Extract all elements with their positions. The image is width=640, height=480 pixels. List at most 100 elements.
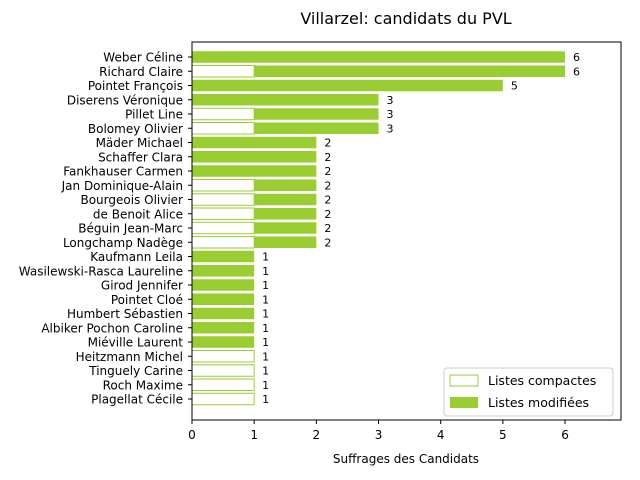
y-tick-label: Mäder Michael	[96, 136, 183, 150]
data-label: 5	[511, 80, 518, 93]
data-label: 6	[573, 51, 580, 64]
bar-modifiees	[192, 151, 317, 163]
x-axis-label: Suffrages des Candidats	[333, 452, 479, 466]
bar-modifiees	[192, 79, 503, 92]
y-tick-label: Heitzmann Michel	[76, 350, 183, 364]
data-label: 6	[573, 65, 580, 78]
plot-frame	[191, 41, 622, 421]
chart-title: Villarzel: candidats du PVL	[300, 9, 511, 28]
bar-modifiees	[192, 136, 317, 149]
legend-label-compactes: Listes compactes	[488, 373, 596, 388]
x-tick-label: 6	[561, 428, 569, 442]
bar-modifiees	[254, 222, 317, 234]
data-label: 2	[324, 137, 331, 150]
data-label: 1	[262, 379, 269, 392]
x-axis: 0 1 2 3 4 5 6	[188, 420, 569, 442]
y-tick-label: Wasilewski-Rasca Laureline	[19, 264, 183, 278]
legend: Listes compactes Listes modifiées	[443, 367, 614, 417]
data-label: 1	[262, 393, 269, 406]
data-label: 1	[262, 336, 269, 349]
legend-swatch-modifiees	[450, 397, 478, 408]
x-tick-label: 5	[499, 428, 507, 442]
bar-modifiees	[192, 279, 255, 291]
bar-modifiees	[254, 208, 317, 220]
data-label: 2	[324, 236, 331, 249]
bar-compactes	[191, 236, 255, 249]
bar-compactes	[191, 392, 255, 406]
y-tick-label: de Benoit Alice	[93, 207, 183, 221]
bar-modifiees	[192, 94, 379, 106]
y-tick-label: Girod Jennifer	[101, 279, 183, 293]
y-tick-label: Pointet François	[88, 79, 183, 93]
y-tick-label: Bolomey Olivier	[88, 122, 183, 136]
data-label: 1	[262, 308, 269, 321]
data-label: 1	[262, 279, 269, 292]
data-label: 1	[262, 365, 269, 378]
bar-modifiees	[254, 65, 566, 77]
y-tick-label: Albiker Pochon Caroline	[41, 321, 183, 335]
x-tick-label: 4	[437, 428, 445, 442]
bar-modifiees	[192, 250, 255, 263]
y-tick-label: Richard Claire	[99, 65, 183, 79]
data-label: 3	[387, 108, 394, 121]
y-tick-label: Jan Dominique-Alain	[61, 179, 183, 193]
data-label: 3	[387, 122, 394, 135]
bar-modifiees	[254, 179, 317, 191]
data-label: 1	[262, 322, 269, 335]
bar-modifiees	[254, 108, 379, 120]
y-tick-label: Diserens Véronique	[67, 93, 183, 107]
data-label: 2	[324, 222, 331, 235]
bar-modifiees	[192, 307, 255, 320]
bar-compactes	[191, 207, 255, 220]
data-label: 2	[324, 179, 331, 192]
y-tick-label: Bourgeois Olivier	[80, 193, 183, 207]
y-tick-label: Humbert Sébastien	[67, 307, 183, 321]
bar-modifiees	[192, 165, 317, 177]
x-tick-label: 2	[313, 428, 321, 442]
data-label: 1	[262, 293, 269, 306]
legend-frame	[443, 367, 614, 417]
bar-modifiees	[192, 293, 255, 305]
bar-modifiees	[254, 236, 317, 248]
data-label: 2	[324, 165, 331, 178]
bar-compactes	[191, 378, 255, 391]
y-tick-label: Roch Maxime	[103, 378, 183, 392]
y-tick-label: Tinguely Carine	[88, 364, 183, 378]
bar-modifiees	[192, 322, 255, 334]
bar-compactes	[191, 364, 255, 377]
bar-modifiees	[192, 51, 566, 63]
y-tick-label: Kaufmann Leila	[90, 250, 183, 264]
y-tick-label: Fankhauser Carmen	[63, 165, 183, 179]
bar-compactes	[191, 350, 255, 363]
data-label: 1	[262, 251, 269, 264]
x-tick-label: 0	[188, 428, 196, 442]
y-tick-label: Miéville Laurent	[88, 336, 184, 350]
data-label: 3	[387, 94, 394, 107]
data-label: 2	[324, 194, 331, 207]
bar-modifiees	[192, 265, 255, 277]
y-tick-label: Longchamp Nadège	[63, 236, 183, 250]
legend-label-modifiees: Listes modifiées	[488, 395, 589, 410]
data-label: 2	[324, 208, 331, 221]
x-tick-label: 3	[375, 428, 383, 442]
y-tick-label: Plagellat Cécile	[91, 393, 183, 407]
y-tick-label: Weber Céline	[103, 51, 183, 65]
data-label: 1	[262, 265, 269, 278]
bar-compactes	[191, 65, 255, 78]
y-tick-label: Pointet Cloé	[111, 293, 183, 307]
y-tick-label: Pillet Line	[125, 108, 183, 122]
legend-swatch-compactes	[449, 374, 479, 387]
bar-modifiees	[254, 122, 379, 134]
bar-compactes	[191, 193, 255, 206]
y-tick-label: Schaffer Clara	[98, 150, 183, 164]
y-tick-label: Béguin Jean-Marc	[78, 222, 183, 236]
data-label: 2	[324, 151, 331, 164]
bar-compactes	[191, 221, 255, 235]
bar-modifiees	[254, 193, 317, 206]
bars-group	[191, 51, 566, 406]
data-label: 1	[262, 350, 269, 363]
bar-compactes	[191, 179, 255, 192]
